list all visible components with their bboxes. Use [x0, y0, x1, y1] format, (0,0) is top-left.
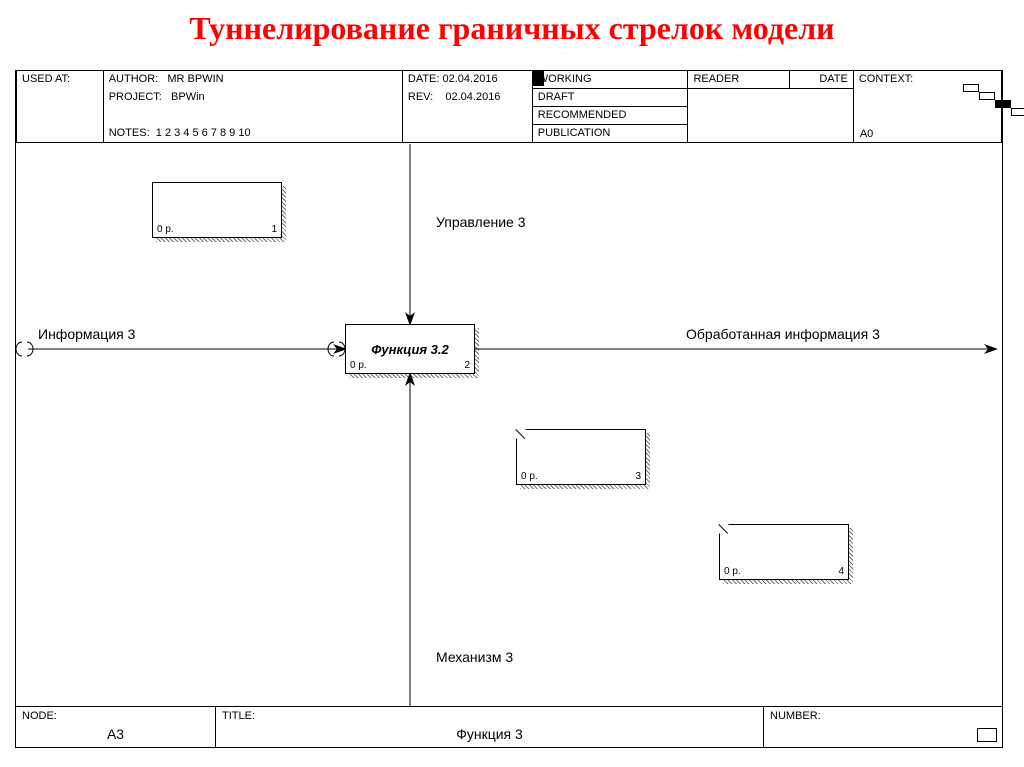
- footer-number-cell: NUMBER:: [764, 707, 1002, 747]
- footer-corner-icon: [977, 728, 997, 742]
- date-label: DATE:: [408, 73, 440, 85]
- footer: NODE: A3 TITLE: Функция 3 NUMBER:: [16, 706, 1002, 747]
- block-4-br: 4: [838, 566, 844, 577]
- project-value: BPWin: [171, 91, 205, 103]
- notes-value: 1 2 3 4 5 6 7 8 9 10: [156, 127, 251, 139]
- footer-node-cell: NODE: A3: [16, 707, 216, 747]
- control-label: Управление 3: [436, 214, 526, 230]
- block-1: 0 р. 1: [152, 182, 282, 238]
- reader-cell: READER: [688, 71, 790, 89]
- block-1-br: 1: [271, 224, 277, 235]
- footer-title-cell: TITLE: Функция 3: [216, 707, 764, 747]
- rev-label: REV:: [408, 91, 433, 103]
- idef0-frame: USED AT: AUTHOR: MR BPWIN DATE: 02.04.20…: [15, 70, 1003, 748]
- blank-cell: [103, 107, 402, 125]
- page-title: Туннелирование граничных стрелок модели: [0, 0, 1024, 55]
- main-block: Функция 3.2 0 р. 2: [345, 324, 475, 374]
- date-value: 02.04.2016: [443, 73, 498, 85]
- block-3-br: 3: [635, 471, 641, 482]
- notes-cell: NOTES: 1 2 3 4 5 6 7 8 9 10: [103, 125, 402, 143]
- output-label: Обработанная информация 3: [686, 326, 880, 342]
- used-at-label: USED AT:: [22, 73, 70, 85]
- number-label: NUMBER:: [770, 710, 821, 722]
- blank-cell-3: [402, 125, 532, 143]
- main-block-br: 2: [464, 360, 470, 371]
- main-block-title: Функция 3.2: [346, 342, 474, 357]
- author-cell: AUTHOR: MR BPWIN: [103, 71, 402, 89]
- rev-cell: REV: 02.04.2016: [402, 89, 532, 107]
- context-label: CONTEXT:: [859, 73, 913, 85]
- diagram-area: Управление 3 Информация 3 Обработанная и…: [16, 144, 1002, 707]
- block-1-bl: 0 р.: [157, 224, 174, 235]
- block-3-bl: 0 р.: [521, 471, 538, 482]
- recommended-cell: RECOMMENDED: [532, 107, 688, 125]
- blank-cell-2: [402, 107, 532, 125]
- rev-value: 02.04.2016: [445, 91, 500, 103]
- header-table: USED AT: AUTHOR: MR BPWIN DATE: 02.04.20…: [16, 71, 1002, 143]
- context-code: A0: [860, 128, 873, 140]
- notes-label: NOTES:: [109, 127, 150, 139]
- reader-box: [688, 89, 853, 143]
- author-value: MR BPWIN: [167, 73, 223, 85]
- input-label: Информация 3: [38, 326, 135, 342]
- date-cell: DATE: 02.04.2016: [402, 71, 532, 89]
- context-cell: CONTEXT: A0: [853, 71, 1001, 143]
- date2-cell: DATE: [790, 71, 854, 89]
- title-label: TITLE:: [222, 710, 255, 722]
- black-marker: [533, 71, 544, 86]
- node-label: NODE:: [22, 710, 57, 722]
- publication-cell: PUBLICATION: [532, 125, 688, 143]
- project-label: PROJECT:: [109, 91, 162, 103]
- node-value: A3: [22, 722, 209, 742]
- title-value: Функция 3: [222, 722, 757, 742]
- project-cell: PROJECT: BPWin: [103, 89, 402, 107]
- block-4: 0 р. 4: [719, 524, 849, 580]
- block-3: 0 р. 3: [516, 429, 646, 485]
- main-block-bl: 0 р.: [350, 360, 367, 371]
- working-cell: WORKING: [532, 71, 688, 89]
- used-at-cell: USED AT:: [17, 71, 104, 143]
- mechanism-label: Механизм 3: [436, 649, 513, 665]
- author-label: AUTHOR:: [109, 73, 159, 85]
- block-4-bl: 0 р.: [724, 566, 741, 577]
- draft-cell: DRAFT: [532, 89, 688, 107]
